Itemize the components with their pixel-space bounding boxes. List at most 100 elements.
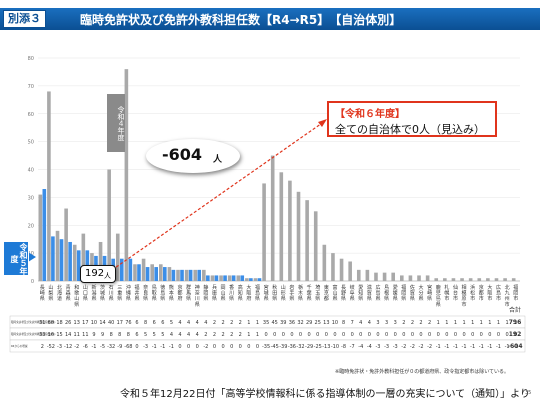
x-tick-label: 岩 bbox=[289, 284, 294, 291]
table-cell: 0 bbox=[333, 332, 336, 338]
table-cell: 1 bbox=[497, 320, 500, 326]
bar-r4 bbox=[348, 261, 352, 281]
x-tick-label: 原 bbox=[462, 296, 467, 302]
x-tick-label: 重 bbox=[117, 290, 122, 297]
x-tick-label: 崎 bbox=[427, 290, 432, 297]
table-cell: -5 bbox=[100, 344, 105, 350]
x-tick-label: 福 bbox=[401, 284, 406, 291]
table-cell: 0 bbox=[221, 344, 224, 350]
table-cell: -1 bbox=[496, 344, 501, 350]
table-cell: 68 bbox=[48, 320, 54, 326]
table-cell: 4 bbox=[187, 320, 190, 326]
table-cell: 0 bbox=[445, 332, 448, 338]
x-tick-label: 県 bbox=[212, 296, 217, 302]
bar-r5 bbox=[163, 267, 167, 281]
table-cell: -2 bbox=[74, 344, 79, 350]
x-tick-label: 都 bbox=[324, 296, 329, 302]
table-cell: 11 bbox=[74, 332, 80, 338]
x-tick-label: 市 bbox=[462, 301, 467, 308]
table-cell: 6 bbox=[135, 332, 138, 338]
table-cell: -12 bbox=[64, 344, 72, 350]
table-cell: -1 bbox=[91, 344, 96, 350]
header: 別添３ 臨時免許状及び免許外教科担任数【R4→R5】 【自治体別】 bbox=[0, 0, 540, 30]
table-cell: -3 bbox=[375, 344, 380, 350]
table-cell: -39 bbox=[279, 344, 287, 350]
x-tick-label: 山 bbox=[281, 284, 286, 291]
table-cell: -36 bbox=[288, 344, 296, 350]
x-tick-label: 模 bbox=[462, 290, 467, 297]
bar-r4 bbox=[227, 275, 232, 281]
table-cell: 1 bbox=[514, 320, 517, 326]
r4-label: 令和４年度 bbox=[107, 94, 125, 152]
table-cell: -3 bbox=[143, 344, 148, 350]
bar-r5 bbox=[180, 269, 184, 281]
x-tick-label: 川 bbox=[229, 291, 234, 297]
table-cell: 1 bbox=[247, 332, 250, 338]
table-cell: 0 bbox=[308, 332, 311, 338]
x-tick-label: 島 bbox=[160, 290, 165, 297]
x-tick-label: 手 bbox=[289, 290, 294, 297]
header-band bbox=[0, 8, 540, 30]
table-row-label: 臨時免許状及び免許外教科担任数(R4) bbox=[11, 320, 55, 324]
x-tick-label: 仙 bbox=[453, 284, 458, 291]
bar-r4 bbox=[107, 169, 111, 281]
page-title: 臨時免許状及び免許外教科担任数【R4→R5】 【自治体別】 bbox=[80, 13, 402, 27]
bar-r4 bbox=[279, 172, 284, 281]
x-tick-label: 東 bbox=[324, 284, 329, 291]
table-cell: 0 bbox=[419, 332, 422, 338]
bar-r4 bbox=[245, 278, 249, 281]
bar-r5 bbox=[51, 236, 55, 281]
bar-r4 bbox=[141, 258, 146, 281]
x-tick-label: 鹿 bbox=[436, 284, 441, 291]
x-tick-label: 阪 bbox=[246, 290, 251, 297]
bar-r4 bbox=[313, 211, 318, 281]
x-tick-label: 県 bbox=[126, 296, 131, 302]
table-cell: 10 bbox=[91, 320, 97, 326]
x-tick-label: 鳥 bbox=[152, 284, 157, 291]
table-cell: 0 bbox=[385, 332, 388, 338]
x-tick-label: 群 bbox=[186, 284, 191, 291]
table-cell: 2 bbox=[411, 320, 414, 326]
table-cell: 0 bbox=[282, 332, 285, 338]
table-cell: 0 bbox=[187, 344, 190, 350]
bar-r5 bbox=[231, 275, 236, 281]
table-cell: 8 bbox=[342, 320, 345, 326]
x-tick-label: 浜 bbox=[470, 284, 475, 291]
table-cell: -7 bbox=[350, 344, 355, 350]
x-tick-label: 県 bbox=[195, 302, 200, 308]
table-cell: 2 bbox=[221, 320, 224, 326]
x-tick-label: 市 bbox=[470, 295, 475, 302]
table-cell: -1 bbox=[169, 344, 174, 350]
table-cell: 6 bbox=[153, 320, 156, 326]
bar-r5 bbox=[68, 241, 72, 281]
bar-r5 bbox=[119, 258, 124, 281]
table-cell: -52 bbox=[47, 344, 55, 350]
bar-r4 bbox=[47, 91, 51, 281]
bar-r4 bbox=[486, 278, 490, 281]
x-tick-label: 野 bbox=[341, 290, 346, 297]
table-cell: 0 bbox=[402, 332, 405, 338]
table-cell: 3 bbox=[394, 320, 397, 326]
x-tick-label: 県 bbox=[109, 296, 114, 302]
x-tick-label: 愛 bbox=[393, 284, 398, 291]
bar-r4 bbox=[511, 278, 516, 281]
bar-r4 bbox=[55, 230, 60, 281]
x-tick-label: 井 bbox=[134, 290, 139, 297]
x-tick-label: 三 bbox=[117, 285, 122, 291]
table-cell: 0 bbox=[480, 332, 483, 338]
table-row-label: 臨時免許状及び免許外教科担任数(R5) bbox=[11, 332, 55, 336]
table-cell: -2 bbox=[203, 344, 208, 350]
table-cell: 2 bbox=[41, 344, 44, 350]
table-cell: 1 bbox=[256, 320, 259, 326]
x-tick-label: 児 bbox=[436, 290, 441, 297]
bar-r5 bbox=[223, 275, 227, 281]
x-tick-label: 高 bbox=[238, 284, 243, 291]
arrow-line bbox=[111, 120, 326, 271]
x-tick-label: 市 bbox=[453, 295, 458, 302]
table-cell: 3 bbox=[376, 320, 379, 326]
x-tick-label: 県 bbox=[134, 296, 139, 302]
x-tick-label: 口 bbox=[83, 291, 88, 297]
table-cell: 0 bbox=[213, 344, 216, 350]
x-tick-label: 県 bbox=[436, 302, 441, 308]
r5-pointer bbox=[28, 252, 36, 262]
